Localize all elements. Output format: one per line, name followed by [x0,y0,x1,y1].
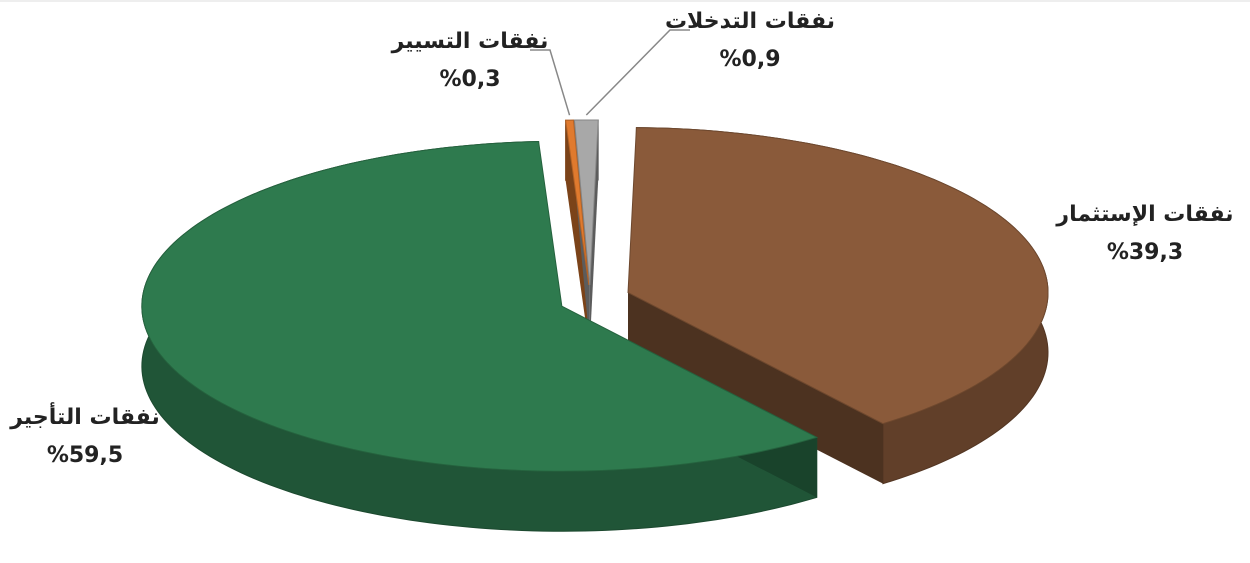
value-label: %0,3 [439,67,500,92]
category-label: نفقات الإستثمار [1055,202,1233,227]
slice [627,127,1049,425]
slice-cut [589,120,599,346]
slice [141,140,819,472]
category-label: نفقات التدخلات [665,9,835,34]
category-label: نفقات التأجير [9,401,160,430]
leader-line [530,49,571,116]
leader-line [585,29,690,116]
value-label: %39,3 [1107,240,1183,265]
category-label: نفقات التسيير [391,29,549,54]
value-label: %0,9 [719,47,780,72]
slice-cut [565,120,589,346]
slice [573,119,599,286]
slice-cut [628,292,883,484]
value-label: %59,5 [47,443,123,468]
slice [565,119,590,286]
